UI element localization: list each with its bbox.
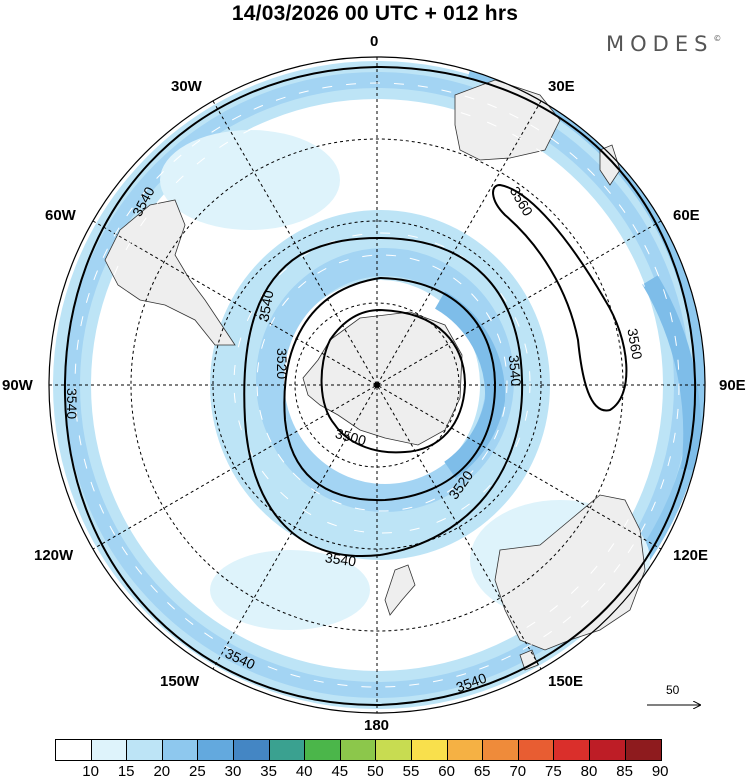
colorbar-swatch [625, 740, 662, 760]
colorbar-tick-label: 30 [224, 763, 242, 780]
colorbar-swatch [127, 740, 163, 760]
colorbar-tick-label: 80 [580, 763, 598, 780]
map-border [48, 56, 706, 714]
meridian-label-90e: 90E [719, 377, 746, 394]
colorbar-tick-label: 75 [545, 763, 562, 780]
meridian-label-0: 0 [370, 33, 379, 50]
map-title: 14/03/2026 00 UTC + 012 hrs [231, 2, 519, 25]
meridian-label-120e: 120E [673, 547, 709, 564]
brand-logo: MODES© [606, 32, 722, 56]
colorbar-swatch [269, 740, 306, 760]
south-america [104, 199, 236, 346]
contour-label: 3520 [274, 348, 290, 379]
wind-vectors [74, 82, 680, 688]
contour-3500 [320, 308, 467, 454]
colorbar-swatch [91, 740, 128, 760]
colorbar-swatch [483, 740, 519, 760]
colorbar-tick-label: 40 [295, 763, 313, 780]
colorbar-tick-label: 25 [189, 763, 206, 780]
contour-3540-inner [243, 236, 524, 558]
colorbar-tick-label: 10 [82, 763, 99, 780]
colorbar-tick-label: 70 [509, 763, 527, 780]
colorbar-swatch [56, 740, 92, 760]
meridian-label-150w: 150W [160, 673, 200, 690]
colorbar-tick-label: 90 [651, 763, 669, 780]
africa [454, 79, 561, 161]
polar-map: 3540 3540 3540 3540 3540 3540 3540 3520 … [48, 56, 706, 714]
colorbar-swatch [340, 740, 377, 760]
colorbar-swatch [376, 740, 412, 760]
colorbar-tick-label: 15 [117, 763, 135, 780]
colorbar-swatch [554, 740, 590, 760]
south-pole-marker [374, 382, 380, 388]
contour-label: 3540 [64, 388, 80, 419]
contour-3520 [283, 276, 497, 502]
contour-label: 3500 [334, 425, 368, 449]
colorbar [55, 739, 663, 761]
meridian-label-120w: 120W [34, 547, 74, 564]
contour-label: 3540 [506, 354, 525, 387]
colorbar-tick-label: 60 [438, 763, 455, 780]
colorbar-swatch [518, 740, 555, 760]
colorbar-swatch [162, 740, 199, 760]
contour-label: 3560 [624, 327, 645, 361]
meridian-label-30e: 30E [548, 78, 575, 95]
new-zealand [384, 564, 416, 616]
colorbar-swatch [589, 740, 626, 760]
colorbar-swatch [233, 740, 270, 760]
meridian-label-180: 180 [364, 717, 390, 734]
antarctica [302, 311, 463, 446]
colorbar-swatch [447, 740, 484, 760]
colorbar-tick-label: 65 [473, 763, 491, 780]
meridian-label-60e: 60E [673, 207, 700, 224]
australia [494, 494, 646, 651]
contour-labels: 3540 3540 3540 3540 3540 3540 3540 3520 … [64, 184, 646, 696]
land-masses [104, 79, 646, 671]
meridian-label-30w: 30W [171, 78, 202, 95]
contour-3560 [492, 183, 628, 412]
meridian-label-60w: 60W [45, 207, 76, 224]
colorbar-tick-label: 45 [331, 763, 349, 780]
reference-vector-label: 50 [666, 683, 680, 697]
colorbar-tick-label: 20 [153, 763, 171, 780]
colorbar-swatch [305, 740, 341, 760]
contour-label: 3540 [324, 549, 357, 569]
colorbar-tick-label: 55 [402, 763, 420, 780]
colorbar-swatch [411, 740, 448, 760]
contour-3540-outer [63, 65, 697, 707]
meridian-label-90w: 90W [2, 377, 33, 394]
height-contours [63, 65, 697, 707]
graticule [49, 57, 705, 713]
colorbar-tick-label: 85 [616, 763, 633, 780]
contour-label: 3540 [255, 289, 276, 323]
colorbar-tick-label: 35 [260, 763, 277, 780]
colorbar-tick-label: 50 [367, 763, 384, 780]
colorbar-swatch [198, 740, 234, 760]
meridian-label-150e: 150E [548, 673, 584, 690]
tasmania [519, 649, 539, 671]
